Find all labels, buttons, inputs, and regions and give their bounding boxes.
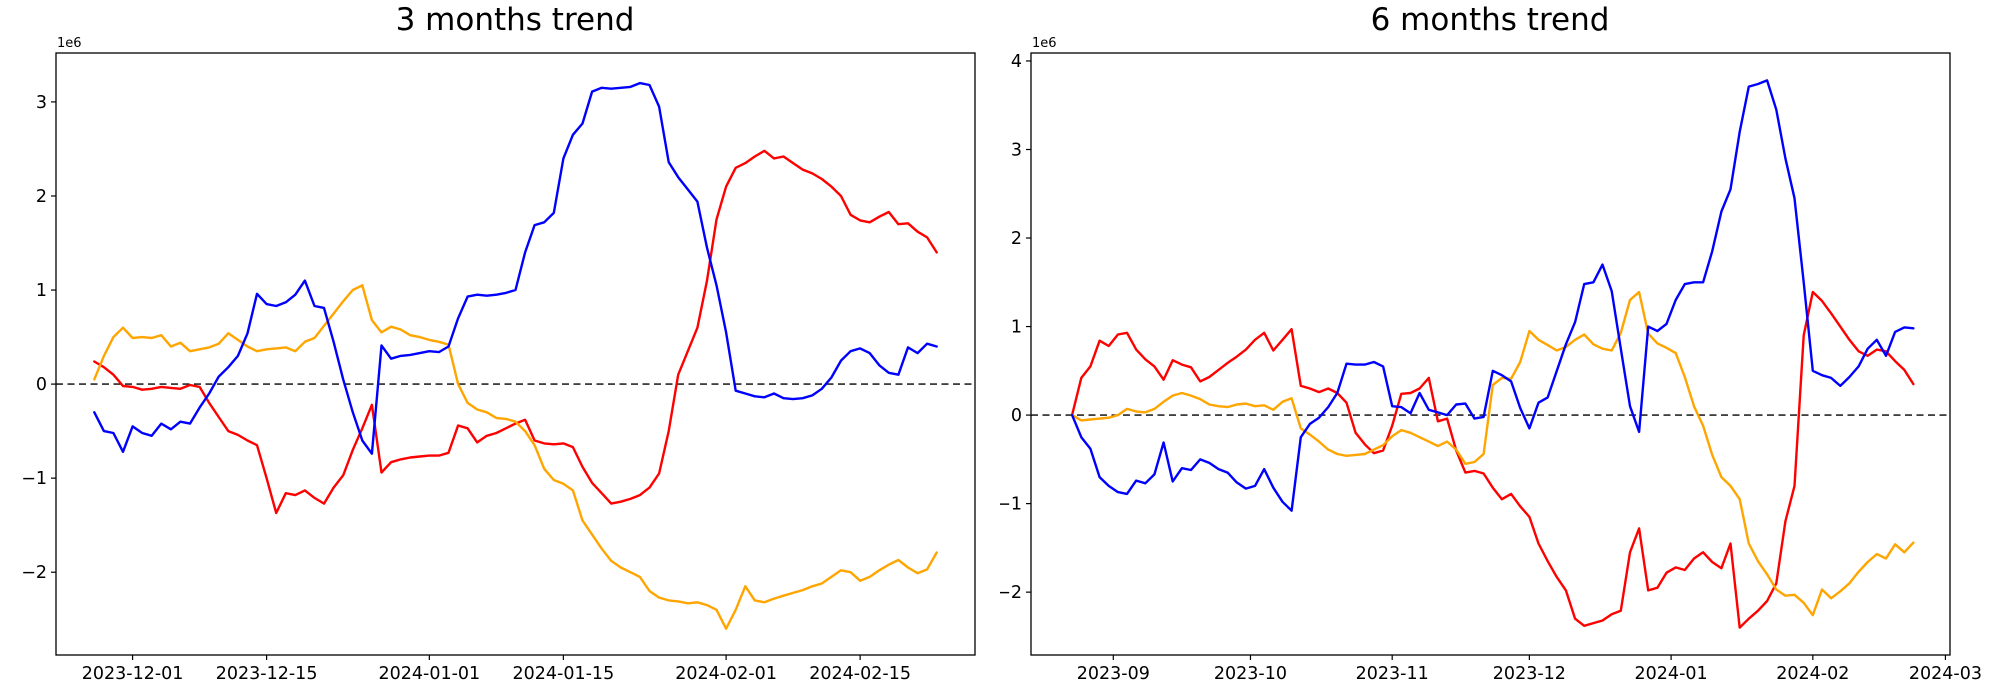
axes-spines: [55, 52, 976, 656]
series-blue-line: [93, 81, 938, 455]
x-tick-label: 2024-03: [1909, 664, 1982, 684]
x-tick-label: 2023-12-01: [82, 664, 184, 684]
x-tick-label: 2024-01: [1635, 664, 1708, 684]
x-tick-label: 2023-10: [1214, 664, 1287, 684]
y-tick-label: 4: [1011, 52, 1022, 72]
series-orange-line: [1070, 290, 1915, 617]
panel-6-months-trend: 6 months trend 2023-09 2023-10 2023-11 2023…: [1000, 0, 2000, 700]
panel-3-months-trend: 3 months trend 2023-12-01 2023-12-15 2024-…: [21, 2, 976, 684]
chart-title-6-months: 6 months trend: [1370, 2, 1610, 38]
y-tick-label: 1: [36, 281, 47, 301]
chart-6-months-trend: 2023-09 2023-10 2023-11 2023-12 2024-01 2024-…: [1000, 36, 1982, 684]
series-red-line: [1070, 290, 1915, 629]
y-tick-label: −2: [1000, 583, 1022, 603]
y-tick-label: 2: [36, 187, 47, 207]
y-tick-label: 0: [36, 375, 47, 395]
series-red-line: [93, 149, 938, 515]
y-tick-label: −1: [21, 469, 47, 489]
axes-spines: [1030, 52, 1951, 656]
series-orange-line: [93, 284, 938, 630]
series-blue-line: [1070, 79, 1915, 512]
y-tick-label: 3: [36, 93, 47, 113]
x-tick-label: 2024-01-01: [378, 664, 480, 684]
x-tick-label: 2024-01-15: [513, 664, 615, 684]
y-tick-label: 0: [1011, 406, 1022, 426]
y-axis-offset-label: 1e6: [1032, 36, 1057, 51]
x-tick-label: 2023-09: [1077, 664, 1150, 684]
y-tick-label: −2: [21, 563, 47, 583]
y-axis-offset-label: 1e6: [57, 36, 82, 51]
x-tick-label: 2023-12-15: [216, 664, 318, 684]
x-tick-label: 2024-02-01: [675, 664, 777, 684]
y-tick-label: 3: [1011, 140, 1022, 160]
y-tick-label: −1: [1000, 495, 1022, 515]
y-tick-label: 1: [1011, 318, 1022, 338]
x-tick-label: 2023-12: [1493, 664, 1566, 684]
y-tick-label: 2: [1011, 229, 1022, 249]
x-tick-label: 2023-11: [1356, 664, 1429, 684]
chart-3-months-trend: 2023-12-01 2023-12-15 2024-01-01 2024-01-15…: [21, 36, 976, 684]
chart-title-3-months: 3 months trend: [395, 2, 635, 38]
x-tick-label: 2024-02-15: [809, 664, 911, 684]
x-tick-label: 2024-02: [1776, 664, 1849, 684]
